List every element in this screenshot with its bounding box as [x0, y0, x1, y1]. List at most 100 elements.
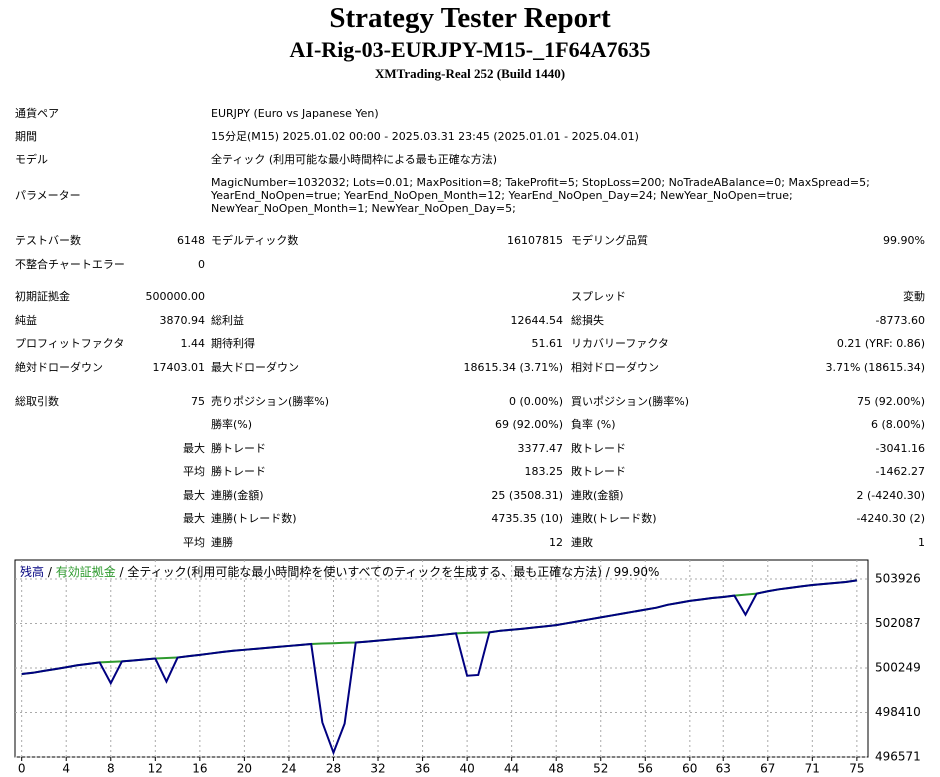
x-tick-label: 75	[849, 762, 864, 776]
stat-value: 3870.94	[159, 314, 206, 327]
stat-label: 不整合チャートエラー	[15, 258, 125, 271]
build: XMTrading-Real 252 (Build 1440)	[374, 66, 566, 81]
x-tick-label: 28	[326, 762, 341, 776]
stat-label: 総損失	[571, 314, 604, 327]
info-label: パラメーター	[15, 189, 81, 202]
plot-frame	[14, 559, 869, 758]
legend-entry: 有効証拠金	[56, 564, 116, 579]
legend-note: / 全ティック(利用可能な最小時間枠を使いすべてのティックを生成する、最も正確な…	[116, 564, 660, 579]
stat-label: 総取引数	[15, 395, 59, 408]
stat-label: 相対ドローダウン	[571, 361, 659, 374]
stat-value: 12644.54	[510, 314, 564, 327]
x-tick-label: 60	[682, 762, 697, 776]
info-value: YearEnd_NoOpen=true; YearEnd_NoOpen_Mont…	[211, 189, 793, 202]
stat-label: 勝トレード	[211, 465, 266, 478]
stat-label: 連敗(金額)	[571, 489, 624, 502]
stat-label: スプレッド	[571, 290, 626, 303]
stat-value: 4735.35 (10)	[491, 512, 563, 525]
stat-value: -8773.60	[875, 314, 925, 327]
x-tick-label: 24	[281, 762, 296, 776]
stat-value: 3377.47	[517, 442, 564, 455]
stat-label: 連勝	[211, 536, 233, 549]
stat-value: 69 (92.00%)	[494, 418, 563, 431]
stat-label: 初期証拠金	[15, 290, 70, 303]
y-tick-label: 498410	[875, 705, 921, 719]
y-tick-label: 503926	[875, 571, 921, 585]
stat-value: 500000.00	[145, 290, 206, 303]
legend-separator: /	[44, 565, 56, 579]
title: Strategy Tester Report	[329, 2, 611, 34]
stat-value: 12	[549, 536, 563, 549]
x-tick-label: 67	[760, 762, 775, 776]
stat-label: テストバー数	[15, 234, 81, 247]
info-value: 全ティック (利用可能な最小時間枠による最も正確な方法)	[211, 153, 498, 166]
stat-value: 平均	[183, 465, 205, 478]
stat-label: モデリング品質	[571, 234, 648, 247]
y-tick-label: 502087	[875, 616, 921, 630]
x-tick-label: 63	[716, 762, 731, 776]
stat-label: 最大ドローダウン	[211, 361, 299, 374]
x-tick-label: 71	[805, 762, 820, 776]
x-tick-label: 16	[192, 762, 207, 776]
stat-value: 16107815	[507, 234, 563, 247]
x-tick-label: 4	[62, 762, 70, 776]
stat-label: 連勝(トレード数)	[211, 512, 297, 525]
stat-value: -3041.16	[875, 442, 925, 455]
stat-value: 最大	[183, 442, 205, 455]
subtitle: AI-Rig-03-EURJPY-M15-_1F64A7635	[289, 37, 651, 62]
stat-label: 総利益	[211, 314, 244, 327]
x-tick-label: 52	[593, 762, 608, 776]
info-value: 15分足(M15) 2025.01.02 00:00 - 2025.03.31 …	[211, 130, 639, 143]
x-tick-label: 8	[107, 762, 115, 776]
stat-value: 最大	[183, 512, 205, 525]
info-label: 期間	[15, 130, 37, 143]
info-value: MagicNumber=1032032; Lots=0.01; MaxPosit…	[211, 176, 870, 189]
stat-value: 変動	[903, 290, 925, 303]
legend: 残高 / 有効証拠金 / 全ティック(利用可能な最小時間枠を使いすべてのティック…	[20, 564, 659, 579]
info-label: 通貨ペア	[15, 107, 59, 120]
stat-label: 勝トレード	[211, 442, 266, 455]
x-tick-label: 40	[459, 762, 474, 776]
stat-value: 最大	[183, 489, 205, 502]
stat-value: -4240.30 (2)	[856, 512, 925, 525]
x-tick-label: 56	[638, 762, 653, 776]
info-value: NewYear_NoOpen_Month=1; NewYear_NoOpen_D…	[211, 202, 516, 215]
stat-value: 75	[191, 395, 205, 408]
x-tick-label: 36	[415, 762, 430, 776]
y-tick-label: 496571	[875, 750, 921, 764]
stat-value: 25 (3508.31)	[491, 489, 563, 502]
series-line	[21, 579, 858, 756]
x-tick-label: 20	[237, 762, 252, 776]
stat-value: 1.44	[180, 337, 206, 350]
stat-value: 6148	[177, 234, 205, 247]
y-tick-label: 500249	[875, 660, 921, 674]
stat-value: 0.21 (YRF: 0.86)	[836, 337, 925, 350]
stat-label: 買いポジション(勝率%)	[571, 395, 690, 408]
info-label: モデル	[15, 153, 48, 166]
x-tick-label: 0	[18, 762, 26, 776]
stat-value: 3.71% (18615.34)	[825, 361, 925, 374]
stat-label: 負率 (%)	[571, 418, 616, 431]
stat-label: モデルティック数	[211, 234, 299, 247]
stat-label: 絶対ドローダウン	[15, 361, 103, 374]
stat-label: リカバリーファクタ	[571, 337, 669, 350]
x-tick-label: 48	[549, 762, 564, 776]
x-tick-label: 32	[370, 762, 385, 776]
stat-label: 連敗(トレード数)	[571, 512, 657, 525]
stat-value: 6 (8.00%)	[870, 418, 925, 431]
stat-value: 99.90%	[883, 234, 925, 247]
stat-value: -1462.27	[875, 465, 925, 478]
stat-label: 敗トレード	[571, 442, 626, 455]
stat-value: 75 (92.00%)	[856, 395, 925, 408]
legend-entry: 残高	[20, 564, 44, 579]
stat-label: 連勝(金額)	[211, 489, 264, 502]
stat-value: 平均	[183, 536, 205, 549]
stat-label: プロフィットファクタ	[15, 337, 125, 350]
stat-label: 勝率(%)	[211, 418, 253, 431]
info-value: EURJPY (Euro vs Japanese Yen)	[211, 107, 379, 120]
stat-value: 0	[198, 258, 205, 271]
stat-label: 純益	[15, 314, 37, 327]
stat-value: 17403.01	[152, 361, 206, 374]
